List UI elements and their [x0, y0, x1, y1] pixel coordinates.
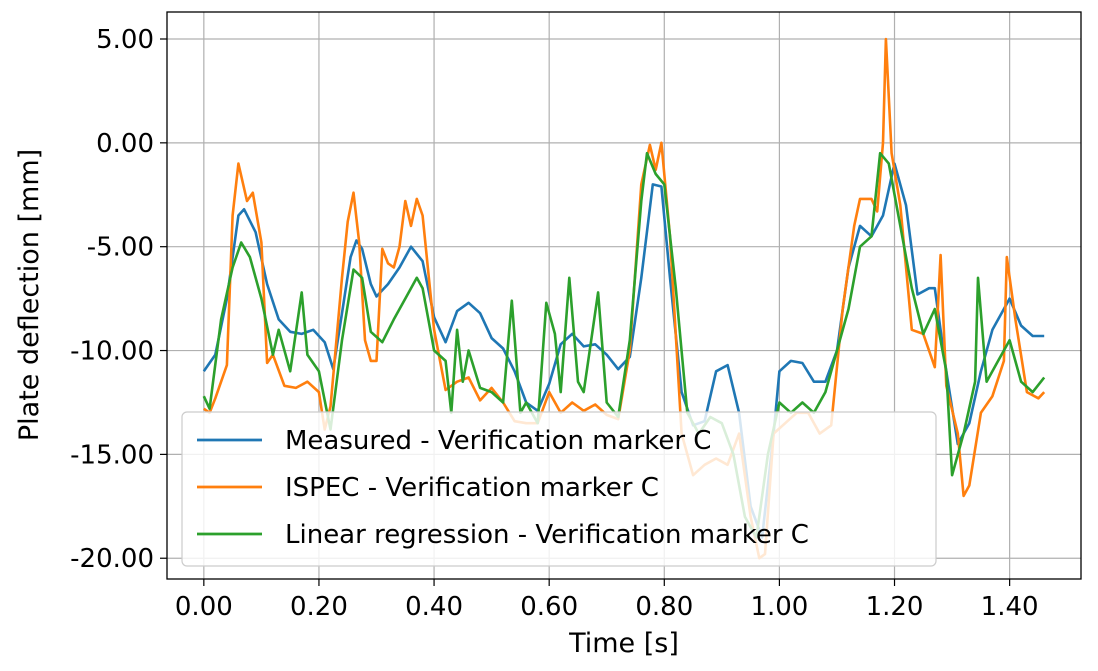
x-axis-label: Time [s] — [568, 628, 679, 659]
x-tick-label: 0.20 — [290, 592, 348, 622]
x-tick-label: 1.40 — [981, 592, 1039, 622]
y-tick-label: -20.00 — [70, 544, 154, 574]
legend-entry-2: ISPEC - Verification marker C — [285, 473, 659, 503]
x-tick-label: 0.40 — [405, 592, 463, 622]
legend-entry-1: Measured - Verification marker C — [285, 426, 711, 456]
y-axis-ticks: 5.00 0.00 -5.00 -10.00 -15.00 -20.00 — [70, 25, 167, 574]
y-tick-label: -5.00 — [87, 233, 154, 263]
legend-box — [181, 411, 937, 567]
y-tick-label: 5.00 — [96, 25, 154, 55]
y-tick-label: 0.00 — [96, 129, 154, 159]
y-axis-label: Plate deflection [mm] — [14, 149, 45, 441]
x-tick-label: 0.60 — [520, 592, 578, 622]
x-tick-label: 0.00 — [175, 592, 233, 622]
legend: Measured - Verification marker C ISPEC - … — [181, 411, 937, 567]
series-line-3 — [202, 151, 1046, 539]
legend-entry-3: Linear regression - Verification marker … — [285, 520, 809, 550]
y-tick-label: -10.00 — [70, 337, 154, 367]
y-tick-label: -15.00 — [70, 440, 154, 470]
series-line-1 — [202, 162, 1045, 539]
x-tick-label: 1.20 — [866, 592, 924, 622]
plot-frame — [166, 11, 1082, 580]
x-tick-label: 1.00 — [750, 592, 808, 622]
x-axis-ticks: 0.00 0.20 0.40 0.60 0.80 1.00 1.20 1.40 — [175, 579, 1039, 622]
x-tick-label: 0.80 — [635, 592, 693, 622]
